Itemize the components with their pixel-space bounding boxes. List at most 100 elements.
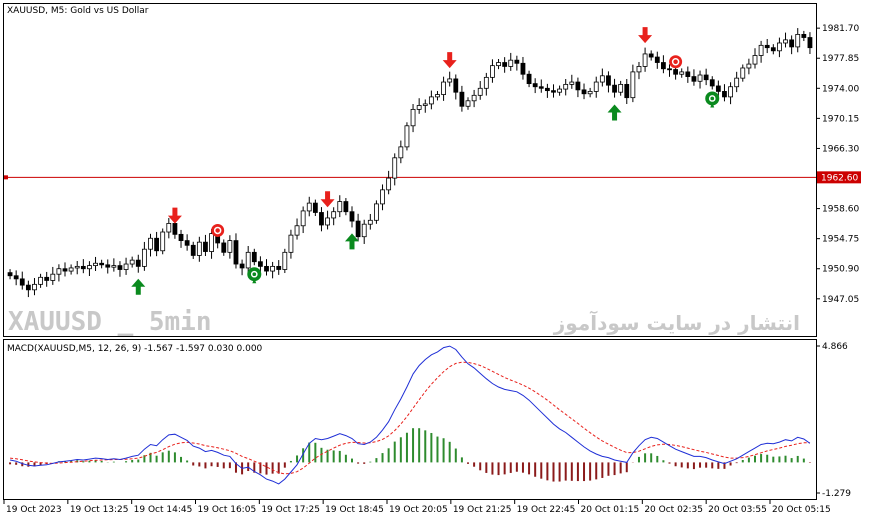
candle-bull xyxy=(642,53,648,67)
candle-bull xyxy=(752,55,758,65)
macd-panel-frame xyxy=(3,339,817,500)
price-tick-label: 1974.00 xyxy=(822,84,859,94)
sell-marker-icon xyxy=(211,223,225,237)
candle-bear xyxy=(355,220,361,238)
candle-bull xyxy=(740,67,746,79)
candle-bull xyxy=(129,259,135,265)
candle-bull xyxy=(795,34,801,48)
candle-bear xyxy=(703,74,709,81)
candle-bear xyxy=(709,79,715,87)
candle-bear xyxy=(606,75,611,86)
time-tick-label: 19 Oct 22:45 xyxy=(517,505,576,515)
candle-bear xyxy=(722,91,727,98)
candle-bull xyxy=(141,248,147,267)
candle-bear xyxy=(135,259,141,267)
price-level-label: 1962.60 xyxy=(821,173,858,183)
candle-bull xyxy=(618,83,624,93)
macd-min-label: -1.279 xyxy=(822,489,851,499)
candle-bull xyxy=(410,108,416,127)
candle-bear xyxy=(99,262,105,266)
candle-bear xyxy=(25,284,31,291)
candle-bull xyxy=(111,265,117,268)
candle-bull xyxy=(758,44,764,56)
candle-bear xyxy=(172,223,178,235)
candle-bull xyxy=(404,125,410,148)
candle-bear xyxy=(251,251,257,263)
candle-bull xyxy=(636,66,642,73)
candle-bull xyxy=(306,202,312,212)
candle-bear xyxy=(7,272,13,277)
candle-bull xyxy=(471,94,477,102)
candle-bear xyxy=(44,276,50,281)
candle-bull xyxy=(56,268,62,275)
candle-bull xyxy=(148,237,153,250)
time-tick-label: 20 Oct 02:35 xyxy=(644,505,703,515)
candle-bull xyxy=(563,83,569,90)
candle-bear xyxy=(685,71,691,77)
candle-bull xyxy=(465,100,471,107)
candle-bull xyxy=(447,78,453,83)
macd-axis: 4.866 -1.279 xyxy=(816,342,851,499)
candle-bull xyxy=(746,63,752,69)
candle-bear xyxy=(764,44,770,49)
candle-bear xyxy=(520,62,526,75)
candle-bull xyxy=(325,217,330,226)
price-tick-label: 1947.05 xyxy=(822,295,859,305)
candle-bull xyxy=(697,74,703,82)
candle-bear xyxy=(178,233,184,242)
candle-bear xyxy=(654,56,660,63)
candle-bull xyxy=(288,234,294,253)
candle-bull xyxy=(416,105,422,110)
candle-bull xyxy=(441,81,446,95)
price-panel-frame xyxy=(3,3,817,337)
macd-line xyxy=(10,345,811,485)
candle-bull xyxy=(38,276,43,285)
time-tick-label: 19 Oct 20:05 xyxy=(389,505,448,515)
candle-bear xyxy=(661,62,666,70)
price-tick-label: 1958.60 xyxy=(822,205,859,215)
candle-bear xyxy=(203,241,208,252)
candle-bull xyxy=(490,65,495,78)
candle-bear xyxy=(221,242,227,253)
sell-arrow-icon xyxy=(638,27,653,44)
candle-bull xyxy=(587,91,593,95)
candle-bear xyxy=(80,265,86,270)
candle-bull xyxy=(398,146,404,159)
candle-bear xyxy=(264,265,269,272)
candle-bull xyxy=(68,267,74,272)
time-tick-label: 19 Oct 16:05 xyxy=(198,505,257,515)
candle-bear xyxy=(459,91,465,107)
candle-bear xyxy=(343,201,349,213)
candle-bull xyxy=(380,189,385,205)
candle-bull xyxy=(435,94,440,98)
sell-marker-icon xyxy=(669,55,683,69)
candle-bull xyxy=(593,81,599,92)
candle-bull xyxy=(166,223,172,233)
candle-bear xyxy=(258,261,263,267)
buy-arrow-icon xyxy=(131,278,146,295)
candle-bull xyxy=(392,157,398,179)
sell-marker-inner-icon xyxy=(213,226,222,235)
candle-bull xyxy=(300,210,306,227)
price-level-badge xyxy=(817,171,861,184)
candle-bull xyxy=(245,251,251,269)
candle-bear xyxy=(715,85,721,92)
horizontal-line[interactable]: 1962.60 xyxy=(4,171,861,184)
candle-bear xyxy=(807,37,813,49)
macd-lines xyxy=(10,345,811,485)
price-level-handle[interactable] xyxy=(4,175,8,180)
candle-bull xyxy=(599,75,605,83)
time-tick-label: 19 Oct 14:45 xyxy=(134,505,193,515)
candle-bear xyxy=(105,264,111,268)
candle-bear xyxy=(624,83,630,99)
candle-bull xyxy=(557,88,562,93)
candle-bull xyxy=(367,219,373,225)
candle-bear xyxy=(673,69,679,75)
candle-bear xyxy=(239,263,245,269)
candle-bull xyxy=(428,96,434,105)
candle-bear xyxy=(538,86,544,89)
candle-bear xyxy=(770,47,776,52)
price-tick-label: 1977.85 xyxy=(822,54,859,64)
candle-bull xyxy=(777,42,782,52)
buy-marker-icon xyxy=(247,267,262,282)
